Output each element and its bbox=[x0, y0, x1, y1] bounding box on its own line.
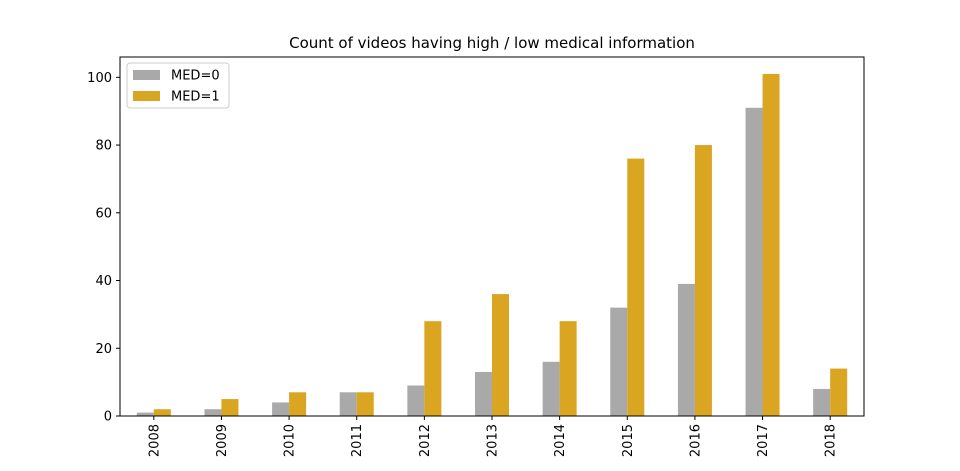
bar-med1-2009 bbox=[221, 399, 239, 416]
chart-title: Count of videos having high / low medica… bbox=[289, 34, 695, 52]
bar-med0-2009 bbox=[204, 409, 222, 416]
bar-med1-2017 bbox=[762, 73, 780, 417]
y-tick-label: 40 bbox=[95, 274, 112, 289]
x-tick-label: 2018 bbox=[824, 424, 839, 457]
y-tick-label: 100 bbox=[87, 71, 112, 86]
legend-swatch bbox=[133, 70, 160, 80]
x-tick-label: 2009 bbox=[215, 424, 230, 457]
bar-med0-2011 bbox=[339, 392, 357, 416]
x-tick-label: 2015 bbox=[621, 424, 636, 457]
bar-med0-2015 bbox=[610, 307, 628, 416]
y-axis: 0 20 40 60 80 100 bbox=[87, 71, 120, 425]
y-tick-label: 0 bbox=[104, 410, 112, 425]
bar-med1-2012 bbox=[424, 321, 442, 416]
bar-med1-2015 bbox=[627, 158, 645, 416]
y-tick-label: 80 bbox=[95, 139, 112, 154]
bar-med1-2013 bbox=[492, 294, 509, 416]
bar-med1-2011 bbox=[356, 392, 374, 416]
x-axis: 2008 2009 2010 2011 2012 2013 2014 2015 2016 2017… bbox=[147, 416, 839, 457]
x-tick-label: 2013 bbox=[486, 424, 501, 457]
x-tick-label: 2008 bbox=[147, 424, 162, 457]
plot-frame bbox=[119, 56, 865, 417]
bar-med0-2013 bbox=[475, 371, 492, 416]
bar-med0-2018 bbox=[813, 388, 831, 416]
legend-label: MED=0 bbox=[171, 69, 220, 84]
bar-med0-2008 bbox=[136, 412, 154, 416]
y-tick-label: 60 bbox=[95, 206, 112, 221]
y-tick-label: 20 bbox=[95, 342, 112, 357]
bar-med1-2010 bbox=[289, 392, 307, 416]
bar-med1-2016 bbox=[694, 145, 712, 416]
bars-layer bbox=[136, 73, 848, 417]
x-tick-label: 2014 bbox=[553, 424, 568, 457]
bar-med0-2012 bbox=[407, 385, 425, 416]
x-tick-label: 2016 bbox=[688, 424, 703, 457]
bar-med0-2016 bbox=[677, 283, 695, 416]
bar-med1-2014 bbox=[559, 321, 577, 416]
bar-med0-2010 bbox=[272, 402, 290, 416]
x-tick-label: 2017 bbox=[756, 424, 771, 457]
x-tick-label: 2010 bbox=[283, 424, 298, 457]
legend-swatch bbox=[133, 91, 160, 101]
legend: MED=0 MED=1 bbox=[126, 62, 230, 109]
bar-med1-2008 bbox=[153, 409, 171, 416]
bar-med0-2014 bbox=[542, 361, 560, 416]
legend-label: MED=1 bbox=[171, 90, 220, 105]
x-tick-label: 2011 bbox=[350, 424, 365, 457]
x-tick-label: 2012 bbox=[418, 424, 433, 457]
bar-med1-2018 bbox=[830, 368, 848, 416]
bar-med0-2017 bbox=[745, 107, 763, 417]
